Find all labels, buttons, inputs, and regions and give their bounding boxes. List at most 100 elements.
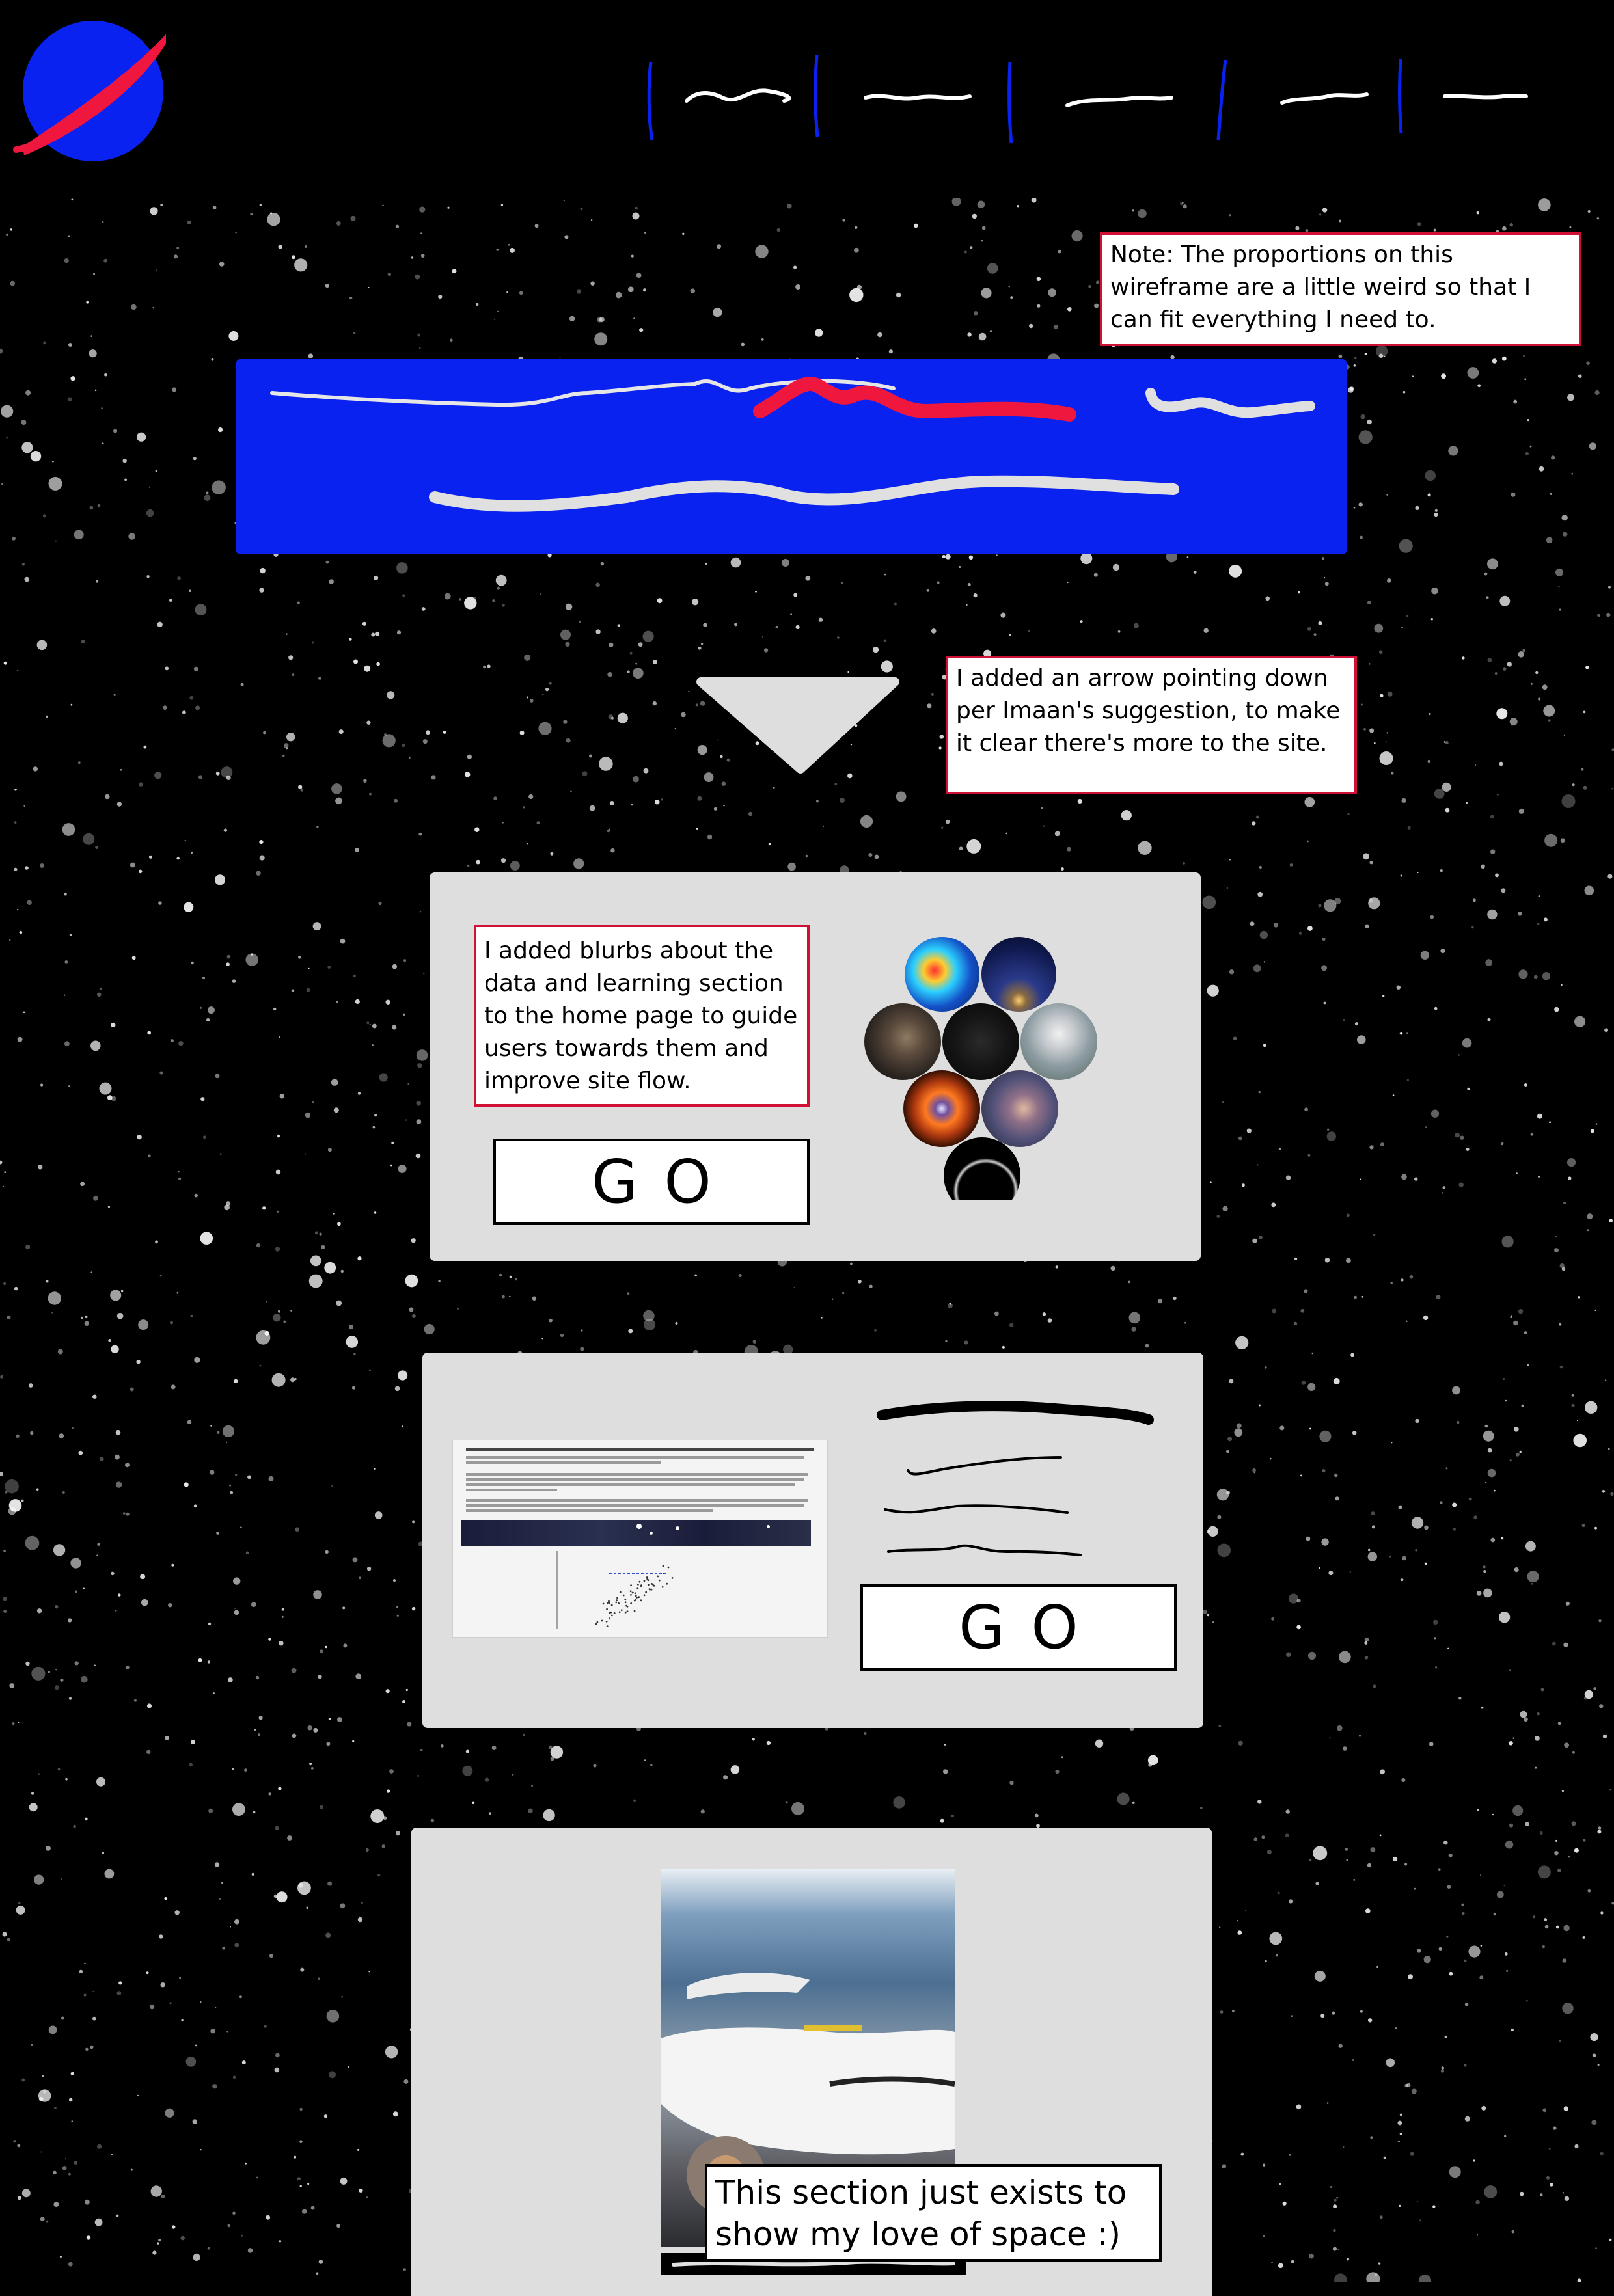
star bbox=[61, 1878, 62, 1880]
nav-item[interactable] bbox=[685, 88, 791, 103]
star bbox=[943, 1769, 948, 1774]
star bbox=[1253, 1472, 1255, 1474]
learning-go-button[interactable]: GO bbox=[493, 1139, 810, 1225]
star bbox=[152, 306, 154, 309]
star bbox=[1095, 280, 1100, 284]
star bbox=[1444, 2035, 1447, 2038]
star bbox=[94, 2218, 103, 2226]
galaxy-image[interactable] bbox=[905, 937, 979, 1012]
star bbox=[1370, 2136, 1373, 2139]
star bbox=[633, 1799, 636, 1802]
star bbox=[1411, 1517, 1424, 1529]
star bbox=[1080, 620, 1083, 623]
star bbox=[1443, 1840, 1448, 1845]
star bbox=[102, 1852, 105, 1854]
nav-item[interactable] bbox=[864, 94, 972, 101]
supernova-ring-image[interactable] bbox=[903, 1070, 980, 1147]
star bbox=[417, 1775, 419, 1777]
star bbox=[576, 289, 582, 294]
star bbox=[1399, 2133, 1402, 2135]
star bbox=[734, 623, 737, 627]
scatter-point bbox=[653, 1584, 655, 1587]
data-article-preview[interactable] bbox=[452, 1440, 828, 1638]
star bbox=[103, 258, 108, 263]
star bbox=[1464, 2003, 1469, 2006]
dark-sky-image[interactable] bbox=[942, 1003, 1019, 1080]
night-sky-image[interactable] bbox=[981, 937, 1056, 1012]
star bbox=[193, 2253, 200, 2261]
star bbox=[1289, 863, 1293, 867]
star bbox=[1584, 885, 1594, 896]
star bbox=[1559, 1365, 1563, 1369]
star bbox=[1357, 1035, 1366, 1044]
star bbox=[294, 258, 308, 272]
star bbox=[1318, 621, 1322, 625]
star bbox=[271, 1373, 286, 1387]
down-arrow-icon[interactable] bbox=[693, 677, 903, 774]
star bbox=[1483, 1565, 1486, 1569]
nebula-image[interactable] bbox=[864, 1003, 941, 1080]
scatter-point bbox=[663, 1573, 665, 1574]
star bbox=[195, 2044, 197, 2047]
star bbox=[964, 1340, 968, 1345]
star bbox=[143, 745, 147, 749]
milky-way-image[interactable] bbox=[981, 1070, 1058, 1147]
data-go-button[interactable]: GO bbox=[860, 1584, 1177, 1671]
star bbox=[1486, 596, 1489, 599]
star bbox=[240, 682, 244, 686]
star bbox=[1492, 1813, 1494, 1816]
star bbox=[1307, 1651, 1317, 1660]
nav-item[interactable] bbox=[1280, 92, 1369, 105]
nav-item[interactable] bbox=[1065, 96, 1173, 107]
star bbox=[93, 1195, 98, 1201]
star bbox=[111, 2154, 113, 2156]
star bbox=[1476, 2234, 1479, 2236]
star bbox=[1554, 1851, 1559, 1856]
star bbox=[416, 1119, 422, 1124]
star bbox=[1594, 390, 1600, 396]
planet-orbit-logo-icon[interactable] bbox=[10, 16, 166, 166]
star bbox=[1036, 277, 1041, 281]
nav-item[interactable] bbox=[1443, 94, 1528, 100]
star bbox=[717, 244, 722, 249]
star bbox=[1542, 684, 1548, 690]
star bbox=[483, 665, 486, 669]
star bbox=[1273, 923, 1279, 928]
star bbox=[1286, 1652, 1291, 1657]
star bbox=[1442, 782, 1451, 792]
star bbox=[1596, 217, 1599, 220]
hero-title-scribble bbox=[270, 379, 896, 407]
star bbox=[150, 207, 158, 215]
star bbox=[1597, 2064, 1600, 2066]
star bbox=[14, 821, 17, 824]
star bbox=[305, 1112, 311, 1118]
star bbox=[202, 1135, 206, 1139]
star bbox=[1322, 937, 1326, 941]
star bbox=[1202, 895, 1216, 910]
star bbox=[1186, 556, 1189, 558]
star bbox=[1487, 1468, 1496, 1478]
star bbox=[206, 1018, 210, 1022]
star bbox=[125, 1665, 130, 1669]
star bbox=[176, 1291, 179, 1294]
star bbox=[1529, 445, 1532, 448]
planet-ring-image[interactable] bbox=[944, 1137, 1020, 1200]
star bbox=[1416, 2201, 1418, 2203]
star bbox=[1473, 2159, 1475, 2162]
scatter-point bbox=[608, 1602, 610, 1604]
star bbox=[1406, 1320, 1408, 1323]
star bbox=[1544, 1918, 1548, 1922]
star bbox=[291, 255, 295, 260]
star bbox=[1610, 1492, 1614, 1496]
star bbox=[642, 288, 647, 292]
star bbox=[1298, 931, 1302, 935]
star bbox=[1503, 667, 1507, 671]
star bbox=[189, 589, 191, 593]
star bbox=[46, 715, 48, 718]
star bbox=[116, 2214, 119, 2217]
comet-image[interactable] bbox=[1020, 1003, 1097, 1080]
star bbox=[1269, 1932, 1283, 1945]
star bbox=[1435, 1666, 1438, 1669]
star bbox=[1591, 2120, 1597, 2126]
star bbox=[1559, 2040, 1561, 2042]
